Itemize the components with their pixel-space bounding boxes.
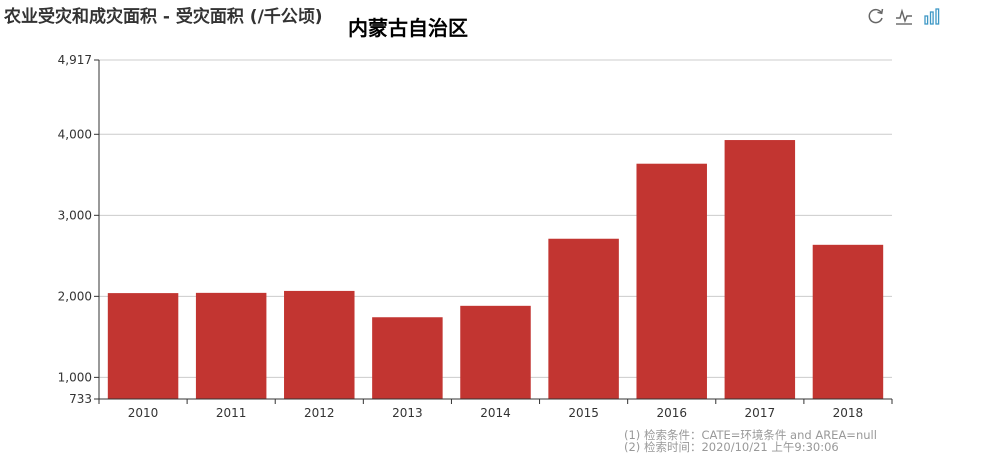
bar-2011[interactable]: [195, 292, 267, 399]
x-tick-label: 2013: [392, 406, 423, 420]
footnote-time: (2) 检索时间：2020/10/21 上午9:30:06: [624, 440, 839, 454]
x-tick-label: 2012: [304, 406, 335, 420]
bar-series: [107, 140, 884, 400]
line-chart-icon[interactable]: [894, 6, 914, 26]
y-tick-label: 4,000: [58, 127, 92, 141]
chart-title: 农业受灾和成灾面积 - 受灾面积 (/千公顷): [4, 7, 323, 27]
bar-2016[interactable]: [636, 163, 707, 399]
y-tick-label: 2,000: [58, 289, 92, 303]
x-tick-label: 2016: [656, 406, 687, 420]
y-tick-label: 3,000: [58, 208, 92, 222]
x-tick-label: 2018: [833, 406, 864, 420]
x-tick-label: 2014: [480, 406, 511, 420]
footnote-query: (1) 检索条件：CATE=环境条件 and AREA=null: [624, 428, 877, 442]
x-tick-label: 2010: [128, 406, 159, 420]
restore-icon[interactable]: [866, 6, 886, 26]
bar-2012[interactable]: [284, 290, 355, 399]
bar-chart-icon[interactable]: [922, 6, 942, 26]
bar-2013[interactable]: [372, 317, 443, 399]
bar-2015[interactable]: [548, 238, 619, 399]
bar-2017[interactable]: [724, 140, 796, 400]
chart-subtitle: 内蒙古自治区: [348, 16, 468, 40]
bar-2018[interactable]: [812, 244, 884, 399]
chart-toolbox: [866, 6, 942, 26]
x-tick-label: 2015: [568, 406, 599, 420]
x-tick-label: 2017: [745, 406, 776, 420]
y-tick-label: 4,917: [58, 53, 92, 67]
bar-2010[interactable]: [107, 293, 179, 399]
y-tick-label: 733: [69, 392, 92, 406]
bar-2014[interactable]: [460, 305, 531, 399]
x-tick-label: 2011: [216, 406, 247, 420]
y-tick-label: 1,000: [58, 370, 92, 384]
axes: 733 1,000 2,000 3,000 4,000 4,917 2010 2011 2012…: [58, 53, 893, 420]
